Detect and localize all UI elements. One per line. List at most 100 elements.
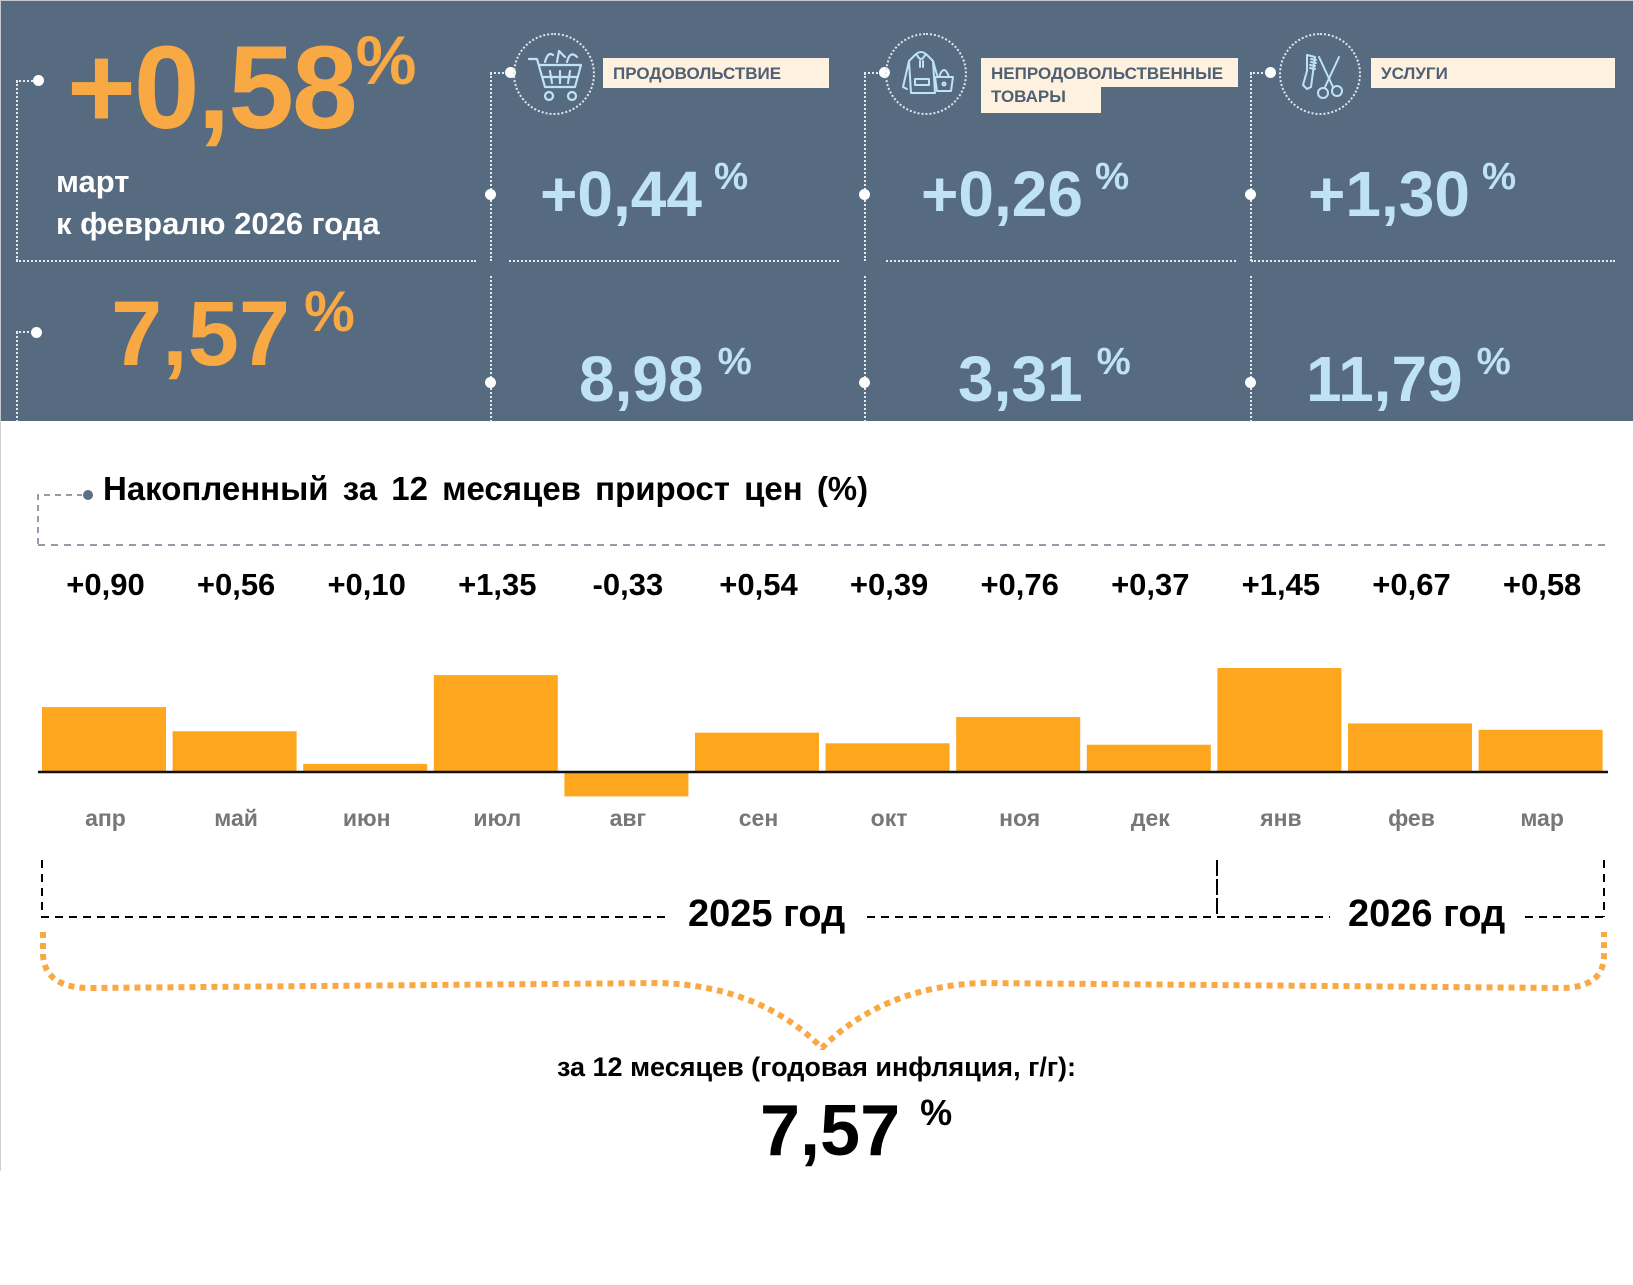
total-brace: [40, 932, 1607, 1050]
category-label-text: ТОВАРЫ: [991, 87, 1066, 106]
connector-line: [490, 72, 512, 74]
value-number: 8,98: [579, 343, 704, 415]
nonfood-annual-value: 3,31%: [958, 342, 1131, 411]
month-label: фев: [1388, 805, 1435, 831]
connector-line: [16, 331, 36, 333]
food-monthly-value: +0,44%: [540, 157, 748, 226]
year-label-2026: 2026 год: [1330, 893, 1524, 936]
bar-ноя: [956, 717, 1081, 771]
category-label-food: ПРОДОВОЛЬСТВИЕ: [603, 58, 829, 88]
connector-dot: [485, 377, 496, 388]
nonfood-monthly-value: +0,26%: [921, 157, 1129, 226]
category-label-nonfood-line2: ТОВАРЫ: [981, 87, 1101, 113]
page-border: [0, 421, 1, 1171]
connector-dot: [879, 67, 890, 78]
row-divider: [1251, 260, 1615, 262]
bar-июн: [303, 763, 428, 771]
month-label: мар: [1520, 805, 1564, 831]
caption-month: март: [56, 164, 130, 199]
services-annual-value: 11,79%: [1306, 342, 1511, 411]
month-label: окт: [870, 805, 908, 831]
year-bracket-line: [41, 860, 1604, 918]
value-label: +1,35: [458, 567, 537, 602]
bar-апр: [42, 707, 166, 771]
value-number: +1,30: [1308, 158, 1470, 230]
summary-panel: +0,58% март к февралю 2026 года 7,57% ПР…: [0, 0, 1633, 422]
title-dot: [83, 490, 93, 500]
value-number: 7,57: [760, 1091, 901, 1171]
value-label: +1,45: [1241, 567, 1321, 602]
connector-dot: [33, 75, 44, 86]
connector-dot: [1245, 377, 1256, 388]
title-bracket: [37, 490, 1606, 546]
bar-дек: [1086, 744, 1211, 771]
year-brackets: [40, 860, 1607, 1050]
value-label: +0,56: [196, 567, 276, 602]
value-label: -0,33: [592, 567, 664, 602]
shopping-cart-icon: [513, 33, 595, 115]
row-divider: [16, 260, 476, 262]
value-label: +0,37: [1111, 567, 1190, 602]
month-label: май: [214, 805, 258, 831]
comb-scissors-icon: [1279, 33, 1361, 115]
monthly-inflation-value: +0,58%: [67, 26, 416, 147]
annual-caption: за 12 месяцев (годовая инфляция, г/г):: [556, 1052, 1077, 1082]
connector-dot: [859, 377, 870, 388]
month-label: янв: [1260, 805, 1302, 831]
connector-dot: [31, 327, 42, 338]
percent-sign: %: [920, 1092, 953, 1133]
bar-мар: [1478, 729, 1603, 771]
food-annual-value: 8,98%: [579, 342, 752, 411]
connector-line: [1250, 72, 1274, 74]
bar-сен: [695, 732, 819, 771]
percent-sign: %: [1481, 155, 1517, 198]
connector-line: [16, 80, 36, 82]
percent-sign: %: [1094, 155, 1130, 198]
monthly-value-number: +0,58: [67, 22, 358, 154]
value-number: 11,79: [1306, 343, 1463, 415]
percent-sign: %: [1096, 340, 1131, 383]
percent-sign: %: [717, 340, 752, 383]
category-label-text: ПРОДОВОЛЬСТВИЕ: [613, 64, 782, 83]
category-label-text: НЕПРОДОВОЛЬСТВЕННЫЕ: [991, 64, 1224, 83]
connector-line: [490, 73, 492, 261]
bar-chart: [38, 668, 1608, 797]
connector-dot: [505, 67, 516, 78]
category-label-text: УСЛУГИ: [1381, 64, 1448, 83]
month-label: сен: [738, 805, 779, 831]
value-label: +0,76: [980, 567, 1059, 602]
bar-июл: [433, 675, 558, 771]
connector-dot: [1265, 67, 1276, 78]
hoodie-bag-icon: [885, 33, 967, 115]
value-number: 3,31: [958, 343, 1083, 415]
connector-line: [1250, 276, 1252, 422]
connector-line: [1250, 73, 1252, 261]
chart-title: Накопленный за 12 месяцев прирост цен (%…: [103, 470, 869, 507]
month-label: дек: [1130, 805, 1170, 831]
row-divider: [509, 260, 839, 262]
monthly-caption: март к февралю 2026 года: [56, 161, 380, 245]
connector-line: [490, 276, 492, 422]
bar-май: [172, 731, 297, 771]
value-label: +0,39: [849, 567, 929, 602]
connector-dot: [859, 189, 870, 200]
percent-sign: %: [1476, 340, 1511, 383]
connector-line: [864, 72, 886, 74]
value-label: +0,58: [1502, 567, 1582, 602]
category-label-nonfood: НЕПРОДОВОЛЬСТВЕННЫЕ: [981, 58, 1238, 87]
value-label: +0,54: [719, 567, 798, 602]
value-number: +0,44: [540, 158, 702, 230]
connector-line: [864, 276, 866, 422]
bar-окт: [825, 743, 950, 771]
month-label: авг: [609, 805, 647, 831]
annual-total-value: 7,57 %: [760, 1092, 953, 1168]
caption-comparison: к февралю 2026 года: [56, 206, 380, 241]
annual-inflation-value: 7,57%: [111, 283, 355, 380]
month-label: апр: [85, 805, 126, 831]
bar-янв: [1217, 668, 1342, 771]
row-divider: [886, 260, 1236, 262]
month-label: июл: [473, 805, 522, 831]
services-monthly-value: +1,30%: [1308, 157, 1516, 226]
year-label-2025: 2025 год: [670, 893, 864, 936]
annual-value-number: 7,57: [111, 283, 291, 385]
